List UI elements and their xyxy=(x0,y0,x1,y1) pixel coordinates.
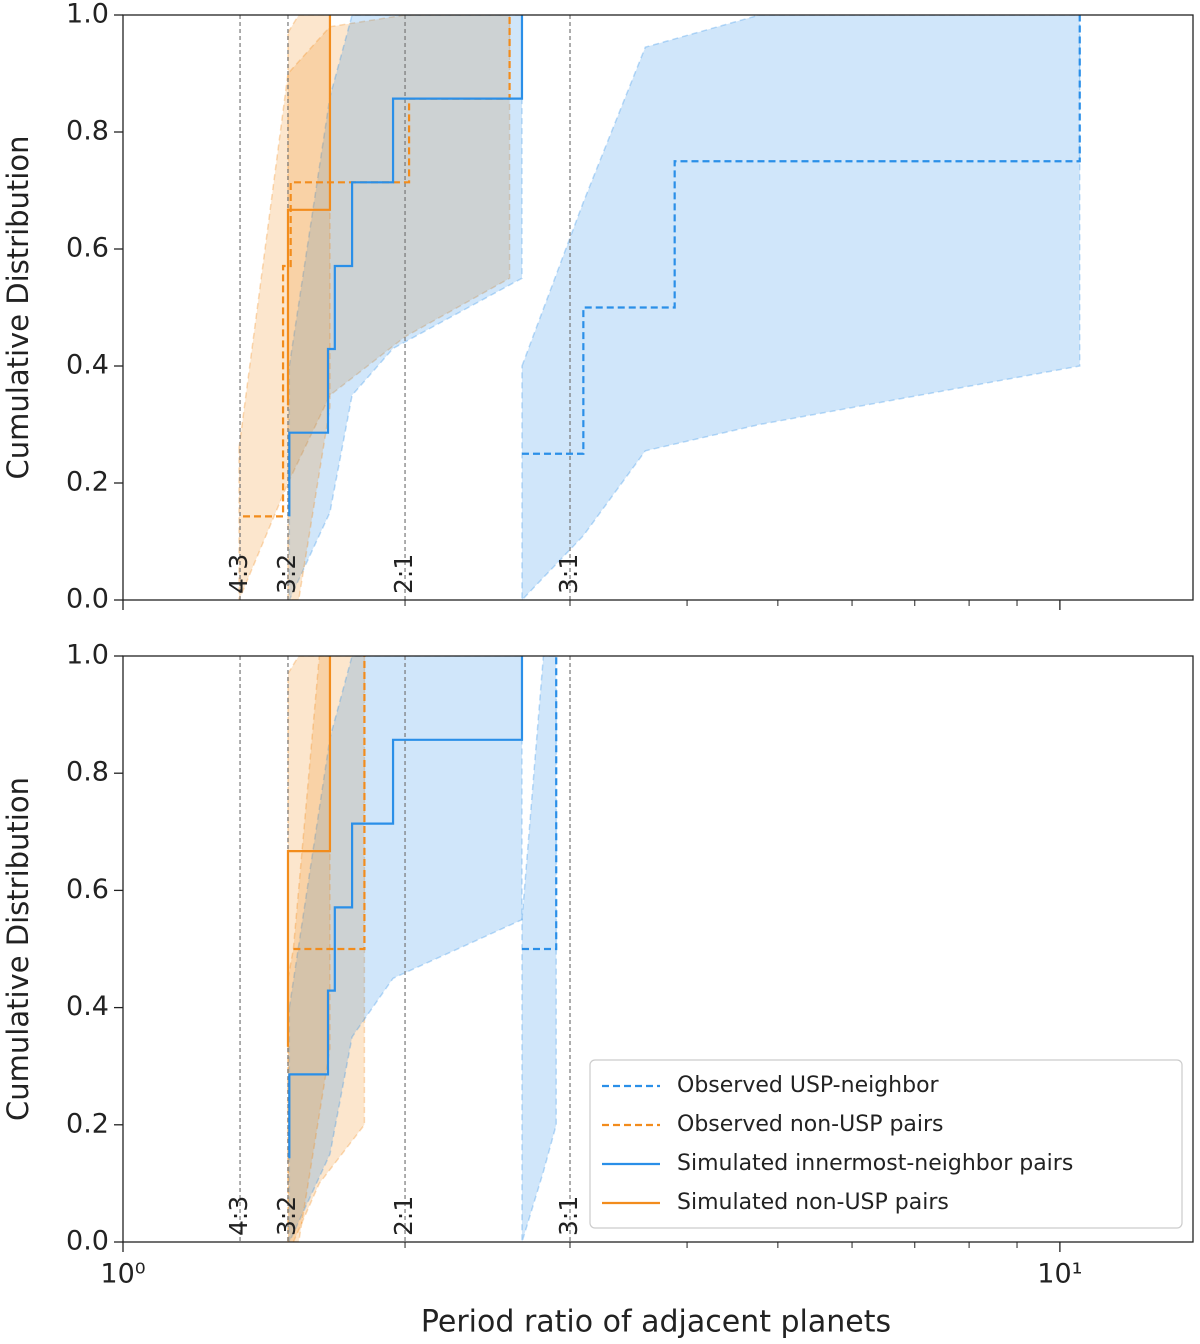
x-axis-label: Period ratio of adjacent planets xyxy=(421,1305,891,1340)
axes-frame xyxy=(122,655,1194,1243)
y-axis-label: Cumulative Distribution xyxy=(1,136,35,480)
plot-area xyxy=(238,15,1081,600)
panel: 4:3 3:2 2:1 3:1 0.0 0.2 0.4 0.6 0.8 1.0 Cumulative… xyxy=(1,0,1194,615)
y-axis-label: Cumulative Distribution xyxy=(1,777,35,1121)
cdf-line xyxy=(288,15,524,517)
reference-label: 2:1 xyxy=(389,1196,418,1236)
y-tick-label: 0.8 xyxy=(66,757,109,788)
x-tick-label: 10⁰ xyxy=(100,1259,145,1290)
y-tick-label: 0.6 xyxy=(66,233,109,264)
reference-label: 4:3 xyxy=(224,554,253,594)
confidence-band xyxy=(287,15,331,600)
reference-label: 3:1 xyxy=(554,554,583,594)
confidence-band xyxy=(287,656,366,1242)
y-tick-label: 0.2 xyxy=(66,467,109,498)
cdf-line xyxy=(286,15,332,406)
y-tick-label: 0.0 xyxy=(66,1226,109,1257)
axes-frame xyxy=(122,14,1194,601)
reference-label: 4:3 xyxy=(224,1196,253,1236)
y-tick-label: 0.8 xyxy=(66,116,109,147)
cdf-line xyxy=(286,656,332,1047)
y-tick-label: 0.2 xyxy=(66,1108,109,1139)
y-tick-label: 0.4 xyxy=(66,350,109,381)
y-tick-label: 0.6 xyxy=(66,874,109,905)
cdf-line xyxy=(293,656,366,951)
y-tick-label: 0.4 xyxy=(66,991,109,1022)
cdf-line xyxy=(521,15,1081,455)
reference-label: 3:1 xyxy=(554,1196,583,1236)
confidence-band xyxy=(521,15,1081,600)
legend-label: Simulated innermost-neighbor pairs xyxy=(677,1151,1073,1176)
y-tick-label: 1.0 xyxy=(66,640,109,671)
reference-label: 2:1 xyxy=(389,554,418,594)
cdf-line xyxy=(521,656,558,951)
legend-label: Observed non-USP pairs xyxy=(677,1112,944,1137)
reference-label: 3:2 xyxy=(272,554,301,594)
panel: 4:3 3:2 2:1 3:1 0.0 0.2 0.4 0.6 0.8 1.0 10⁰ 10¹ Cumu… xyxy=(1,640,1194,1340)
y-tick-label: 1.0 xyxy=(66,0,109,30)
reference-label: 3:2 xyxy=(272,1196,301,1236)
legend: Observed USP-neighbor Observed non-USP pa… xyxy=(589,1059,1183,1229)
legend-box xyxy=(589,1059,1183,1229)
x-tick-label: 10¹ xyxy=(1037,1259,1082,1290)
legend-label: Simulated non-USP pairs xyxy=(677,1190,949,1215)
confidence-band xyxy=(288,15,523,600)
legend-label: Observed USP-neighbor xyxy=(677,1073,940,1098)
cdf-line xyxy=(288,656,524,1159)
plot-area xyxy=(239,656,571,1242)
confidence-band xyxy=(288,656,523,1242)
y-tick-label: 0.0 xyxy=(66,584,109,615)
confidence-band xyxy=(238,15,511,600)
